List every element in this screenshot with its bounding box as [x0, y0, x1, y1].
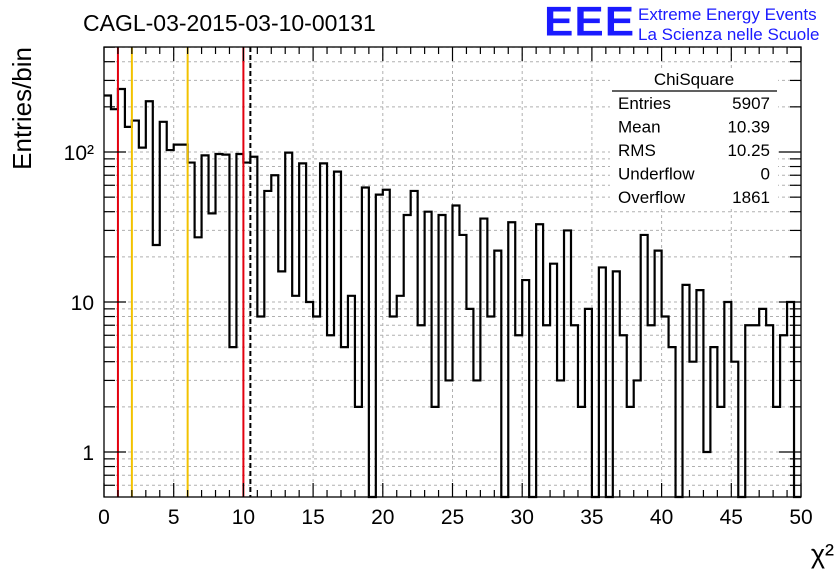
stats-row-label: RMS — [618, 141, 656, 160]
stats-row-value: 5907 — [732, 94, 770, 113]
stats-row-value: 1861 — [732, 188, 770, 207]
logo-mark: EEE — [544, 0, 636, 45]
stats-box-title: ChiSquare — [654, 70, 734, 89]
stats-row-value: 10.25 — [727, 141, 770, 160]
y-tick-label: 1 — [82, 442, 94, 465]
x-tick-label: 30 — [511, 506, 534, 529]
stats-row-value: 10.39 — [727, 118, 770, 137]
x-tick-label: 35 — [580, 506, 603, 529]
x-tick-label: 40 — [650, 506, 673, 529]
y-axis-label: Entries/bin — [7, 47, 37, 170]
x-tick-label: 15 — [301, 506, 324, 529]
x-tick-label: 20 — [371, 506, 394, 529]
x-tick-label: 10 — [232, 506, 255, 529]
x-axis-label: χ² — [811, 539, 834, 569]
stats-row-label: Underflow — [618, 165, 695, 184]
histogram-line — [104, 87, 801, 499]
logo-subtitle-line2: La Scienza nelle Scuole — [638, 25, 820, 44]
x-tick-label: 45 — [720, 506, 743, 529]
plot-title: CAGL-03-2015-03-10-00131 — [83, 10, 376, 36]
x-tick-label: 5 — [168, 506, 180, 529]
y-tick-label: 10 — [71, 292, 94, 315]
y-tick-label: 10² — [64, 142, 94, 165]
x-tick-label: 25 — [441, 506, 464, 529]
stats-row-label: Overflow — [618, 188, 686, 207]
stats-row-label: Mean — [618, 118, 661, 137]
logo-subtitle-line1: Extreme Energy Events — [638, 5, 817, 24]
eee-logo: EEE Extreme Energy Events La Scienza nel… — [544, 0, 834, 46]
x-tick-label: 0 — [98, 506, 110, 529]
stats-row-value: 0 — [761, 165, 770, 184]
stats-row-label: Entries — [618, 94, 671, 113]
x-tick-label: 50 — [789, 506, 812, 529]
